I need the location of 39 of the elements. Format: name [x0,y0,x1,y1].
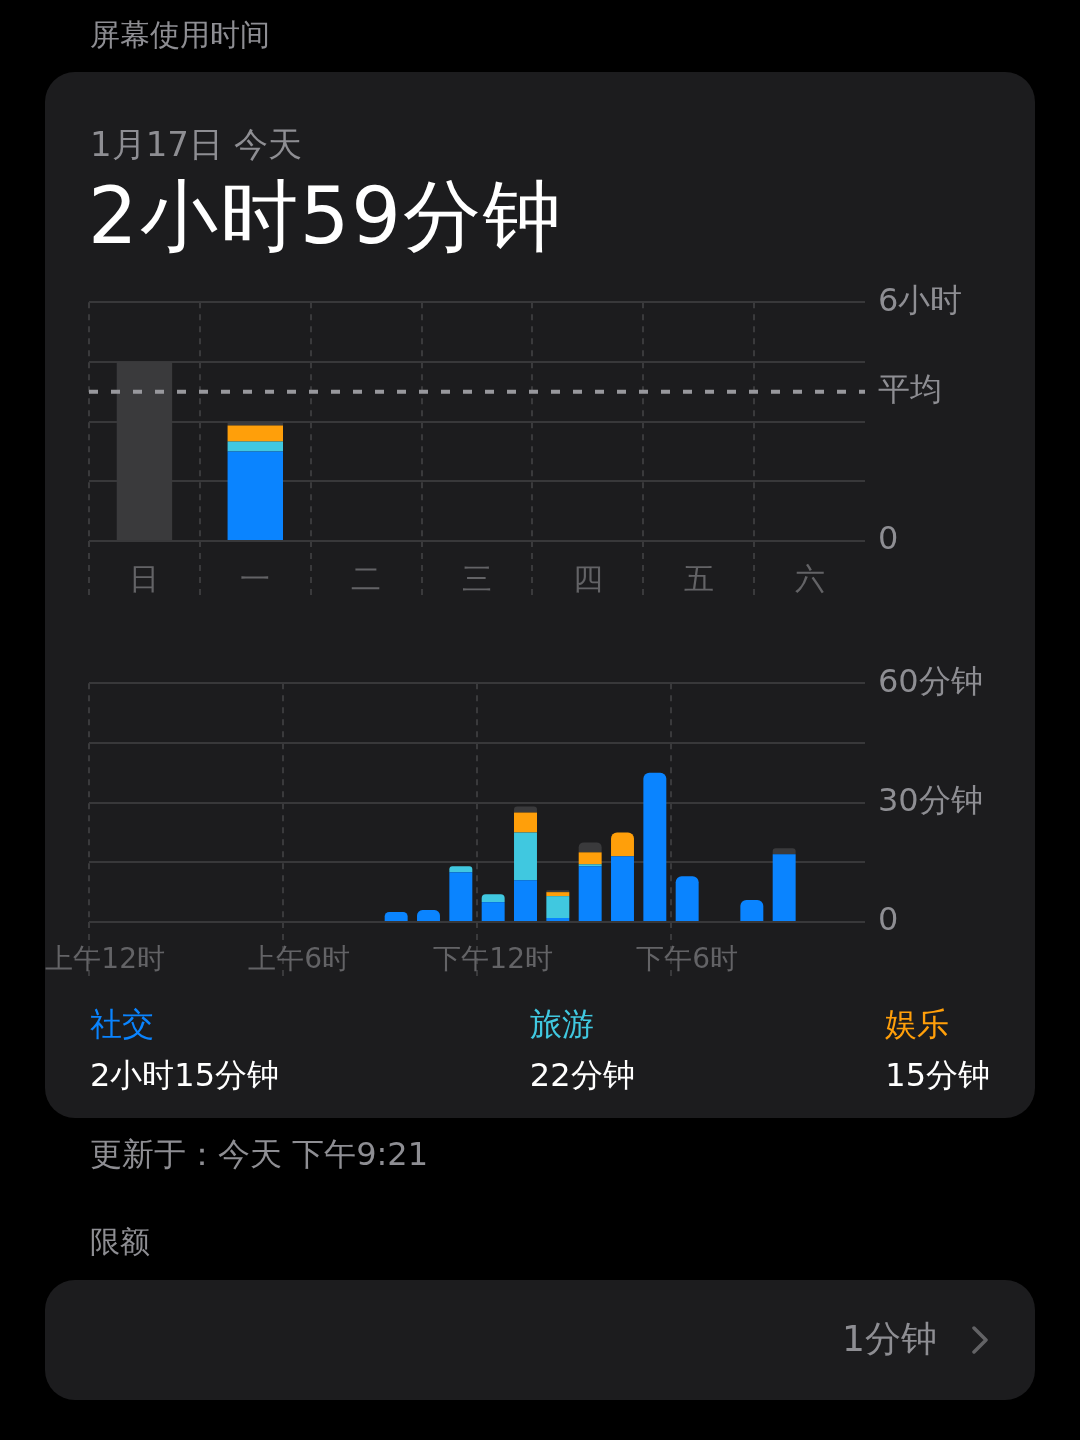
bar [514,832,537,881]
bar [740,900,764,921]
text: 22分钟 [529,1055,635,1094]
bar [514,880,537,921]
text: 1分钟 [842,1318,937,1360]
bar [449,872,473,921]
text: 社交 [90,1005,155,1043]
text: 限额 [90,1224,150,1260]
bar [578,842,602,853]
x-tick-label: 下午6时 [636,942,739,976]
x-tick-label: 上午6时 [248,942,351,976]
bar [514,812,537,833]
bar [643,772,667,921]
bar [611,856,634,921]
y-tick-label: 60分钟 [878,661,983,700]
bar [449,866,473,873]
bar [417,910,440,921]
bar [772,848,796,855]
bar [578,866,602,921]
bar [481,902,505,921]
bar [611,832,634,857]
bar [546,896,570,919]
text: 15分钟 [885,1055,990,1094]
bar [514,806,537,813]
text: 娱乐 [885,1005,951,1043]
bar [481,894,505,903]
x-tick-label: 下午12时 [433,942,553,976]
x-tick-label: 上午12时 [45,942,165,976]
y-tick-label: 30分钟 [878,780,983,819]
text: 更新于：今天 下午9:21 [90,1135,429,1173]
bar [546,892,570,897]
bar [772,854,796,921]
bar [384,912,408,921]
bar [546,918,570,921]
bar [578,852,602,865]
text: 旅游 [529,1005,595,1043]
y-tick-label: 0 [878,900,899,939]
text: 2小时15分钟 [90,1055,280,1094]
bar [675,876,699,921]
